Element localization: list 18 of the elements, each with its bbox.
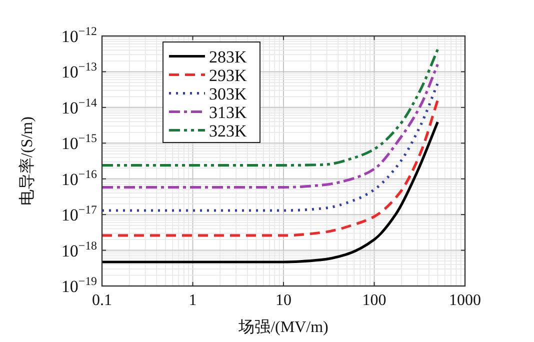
legend-label: 313K	[209, 102, 248, 122]
x-tick-label: 1000	[449, 292, 481, 309]
x-tick-label: 10	[276, 292, 292, 309]
legend-label: 283K	[209, 47, 248, 66]
legend-label: 293K	[209, 66, 248, 85]
x-axis-title: 场强/(MV/m)	[238, 319, 328, 336]
y-tick-label: 10$^{−16}$	[61, 166, 98, 189]
x-tick-label: 1	[188, 292, 197, 309]
legend-label: 323K	[209, 121, 248, 140]
x-tick-label: 100	[362, 292, 386, 309]
legend-label: 303K	[209, 84, 248, 104]
y-tick-label: 10$^{−15}$	[61, 131, 98, 154]
y-tick-label: 10$^{−12}$	[61, 24, 98, 46]
y-tick-label: 10$^{−18}$	[61, 238, 98, 260]
y-tick-label: 10$^{−14}$	[61, 95, 98, 118]
y-tick-label: 10$^{−17}$	[61, 202, 98, 225]
y-axis-title: 电导率/(S/m)	[18, 116, 36, 206]
y-tick-label: 10$^{−13}$	[61, 60, 98, 82]
